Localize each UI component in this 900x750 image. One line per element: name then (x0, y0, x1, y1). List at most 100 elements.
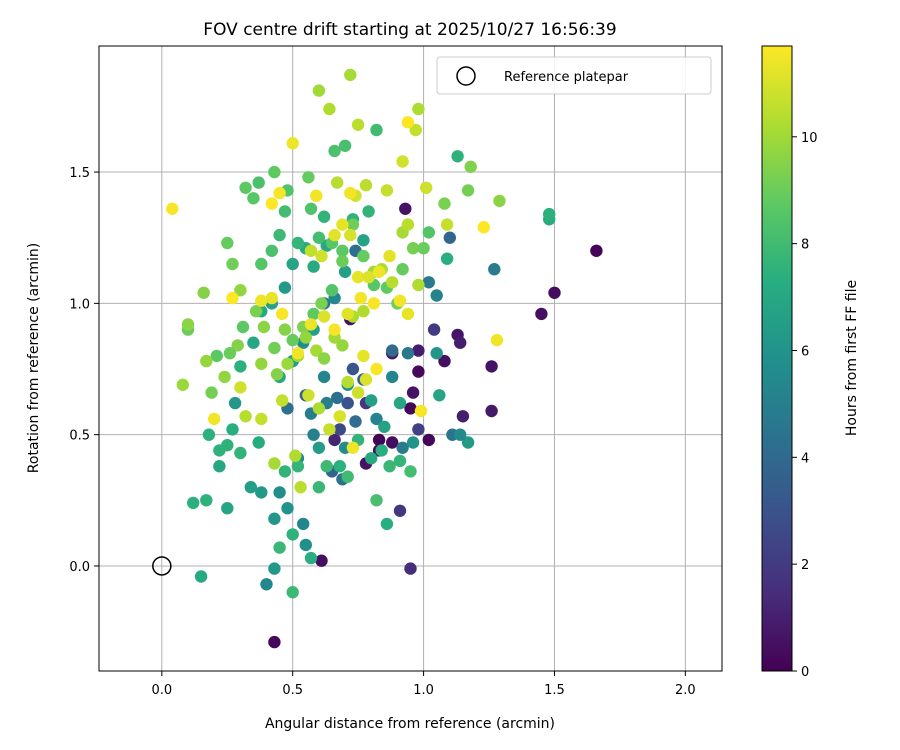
colorbar-ticks: 0 2 4 6 8 10 (792, 131, 818, 680)
scatter-point (370, 123, 383, 137)
scatter-point (286, 137, 299, 150)
scatter-point (399, 202, 412, 215)
y-tick-label: 1.0 (69, 297, 90, 312)
scatter-point (430, 289, 443, 302)
scatter-point (367, 297, 381, 310)
scatter-point (349, 415, 362, 428)
scatter-point (438, 197, 451, 210)
y-tick-label: 0.0 (69, 560, 90, 575)
scatter-point (200, 354, 213, 368)
scatter-point (323, 423, 336, 436)
scatter-point (255, 257, 268, 271)
scatter-point (383, 249, 396, 263)
scatter-point (420, 181, 433, 194)
scatter-point (315, 249, 328, 263)
scatter-point (234, 360, 247, 373)
scatter-point (543, 207, 556, 221)
scatter-point (396, 263, 409, 276)
scatter-point (291, 347, 305, 360)
scatter-point (406, 242, 420, 255)
scatter-point (307, 307, 320, 321)
scatter-point (344, 186, 357, 200)
x-tick-label: 0.5 (282, 683, 303, 698)
scatter-point (315, 554, 328, 567)
scatter-point (548, 286, 561, 299)
colorbar-tick-label: 2 (801, 558, 809, 573)
scatter-point (317, 352, 331, 365)
scatter-point (412, 102, 425, 116)
scatter-point (362, 205, 375, 218)
scatter-point (278, 281, 292, 294)
scatter-point (317, 210, 331, 223)
scatter-point (404, 402, 417, 415)
x-axis-ticks: 0.0 0.5 1.0 1.5 2.0 (151, 671, 696, 698)
scatter-point (438, 354, 451, 368)
scatter-point (386, 344, 399, 357)
scatter-point (281, 502, 294, 515)
scatter-point (341, 470, 354, 483)
scatter-point (331, 176, 344, 189)
y-axis-label: Rotation from reference (arcmin) (26, 243, 42, 473)
scatter-point (257, 320, 271, 334)
scatter-point (354, 291, 367, 305)
scatter-point (317, 310, 331, 323)
scatter-point (310, 189, 323, 202)
scatter-points (166, 68, 603, 649)
scatter-point (228, 396, 242, 410)
scatter-point (286, 528, 299, 541)
scatter-point (247, 192, 260, 205)
scatter-point (268, 635, 281, 649)
scatter-point (406, 436, 420, 449)
scatter-point (291, 236, 305, 250)
scatter-point (401, 307, 415, 321)
scatter-point (239, 410, 252, 423)
scatter-point (401, 218, 415, 231)
legend-marker-icon (456, 66, 476, 86)
scatter-point (386, 276, 399, 289)
scatter-point (302, 171, 315, 184)
scatter-point (417, 242, 430, 255)
scatter-point (276, 394, 289, 407)
scatter-point (490, 333, 504, 347)
scatter-point (344, 228, 357, 242)
scatter-point (409, 123, 422, 137)
scatter-point (341, 375, 354, 389)
scatter-point (333, 460, 346, 473)
scatter-point (276, 307, 289, 321)
scatter-point (268, 562, 281, 575)
scatter-point (370, 494, 383, 507)
scatter-point (265, 291, 278, 305)
scatter-point (255, 486, 268, 499)
scatter-point (393, 294, 407, 307)
scatter-point (393, 454, 407, 468)
scatter-point (315, 297, 328, 310)
scatter-point (346, 362, 360, 376)
scatter-point (346, 218, 360, 231)
scatter-point (166, 202, 179, 215)
x-tick-label: 2.0 (675, 683, 696, 698)
scatter-point (221, 502, 234, 515)
scatter-point (386, 436, 399, 449)
scatter-point (336, 244, 349, 257)
scatter-point (461, 436, 475, 449)
scatter-point (312, 84, 326, 97)
scatter-point (341, 307, 354, 321)
scatter-point (221, 236, 234, 250)
scatter-point (372, 433, 386, 447)
scatter-point (286, 586, 299, 599)
scatter-point (370, 362, 383, 376)
scatter-point (378, 420, 391, 433)
scatter-point (412, 423, 425, 436)
scatter-point (304, 551, 318, 565)
scatter-point (304, 202, 318, 215)
scatter-point (362, 270, 375, 284)
scatter-point (401, 347, 415, 360)
scatter-point (208, 412, 221, 426)
y-axis-ticks: 0.0 0.5 1.0 1.5 (69, 166, 99, 575)
scatter-point (344, 68, 357, 82)
scatter-point (312, 481, 326, 494)
scatter-point (299, 538, 312, 552)
scatter-point (338, 265, 352, 278)
scatter-point (328, 228, 341, 242)
scatter-point (317, 370, 331, 384)
